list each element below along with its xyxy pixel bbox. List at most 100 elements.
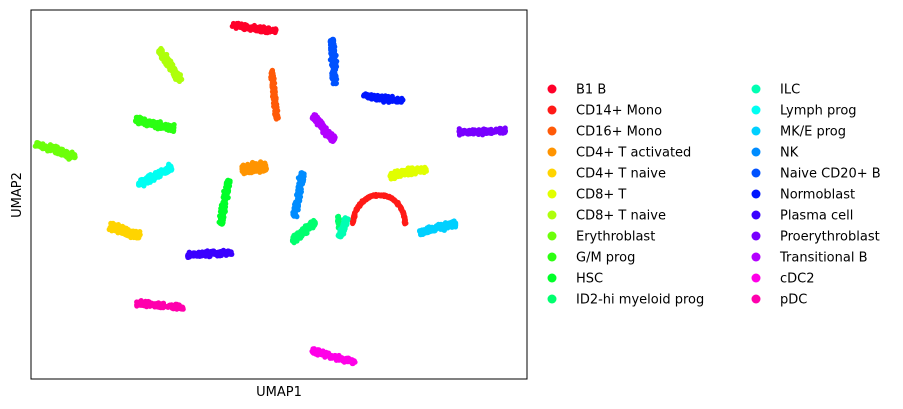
data-point (419, 228, 425, 235)
data-point (401, 211, 407, 217)
data-point (417, 169, 423, 175)
data-point (331, 134, 337, 140)
data-point (53, 148, 59, 155)
data-point (245, 164, 251, 170)
data-point (254, 161, 260, 167)
data-point (490, 129, 496, 135)
series-b1-b (229, 20, 279, 36)
data-point (304, 225, 310, 231)
data-point (342, 216, 348, 222)
series-g-m-prog (133, 114, 177, 134)
data-point (385, 93, 391, 100)
series-cd4-t-activated (239, 159, 269, 177)
legend-label: CD4+ T activated (576, 146, 691, 161)
legend-item: ID2-hi myeloid prog (547, 293, 704, 308)
data-point (221, 211, 227, 217)
legend-label: Transitional B (779, 251, 868, 266)
legend-marker (547, 252, 557, 262)
data-point (272, 28, 279, 34)
series-cdc2 (309, 346, 358, 367)
data-point (145, 176, 151, 182)
data-point (138, 179, 144, 185)
data-point (143, 301, 149, 307)
series-transitional-b (309, 112, 338, 144)
data-point (259, 162, 266, 168)
data-point (396, 171, 403, 177)
legend-label: ID2-hi myeloid prog (576, 293, 704, 308)
data-point (159, 124, 165, 130)
data-point (134, 118, 140, 125)
data-point (389, 98, 395, 104)
data-point (251, 27, 257, 33)
data-point (150, 173, 156, 179)
data-point (330, 57, 336, 63)
data-point (66, 156, 72, 162)
data-point (176, 74, 182, 80)
data-point (316, 350, 322, 356)
data-point (147, 121, 153, 127)
data-point (170, 305, 176, 312)
legend-item: Proerythroblast (751, 230, 880, 245)
data-point (120, 230, 126, 236)
legend-label: Proerythroblast (780, 230, 880, 245)
data-point (393, 199, 399, 205)
data-point (152, 119, 158, 125)
data-point (301, 173, 307, 179)
series-proerythroblast (456, 125, 508, 138)
data-point (271, 90, 277, 96)
series-cd16-mono (268, 67, 281, 122)
data-point (441, 224, 447, 230)
data-point (219, 221, 226, 227)
data-point (214, 250, 220, 256)
data-point (308, 219, 314, 225)
data-point (295, 193, 301, 199)
data-point (320, 130, 326, 136)
legend-marker (547, 189, 557, 199)
data-point (269, 28, 275, 34)
data-point (381, 99, 387, 105)
legend-marker (751, 252, 761, 262)
data-point (203, 250, 209, 257)
data-point (167, 302, 173, 308)
series-ilc (335, 215, 351, 240)
series-pdc (134, 298, 186, 312)
data-point (341, 220, 347, 226)
data-point (156, 170, 162, 176)
data-point (186, 254, 192, 260)
legend-label: Plasma cell (780, 209, 853, 224)
data-point (170, 65, 176, 71)
data-point (272, 104, 279, 110)
data-point (292, 212, 298, 219)
legend-label: Normoblast (780, 188, 855, 203)
data-point (159, 47, 165, 54)
data-point (177, 304, 183, 310)
data-point (113, 226, 119, 232)
legend-label: Erythroblast (576, 230, 655, 245)
legend-label: HSC (576, 272, 603, 287)
data-point (385, 194, 391, 200)
series-nk (290, 170, 307, 220)
data-point (112, 222, 118, 228)
legend-marker (751, 147, 761, 157)
data-point (67, 151, 73, 157)
data-point (193, 252, 199, 258)
series-cd14-mono (349, 191, 409, 227)
data-point (228, 249, 234, 255)
legend-label: cDC2 (780, 272, 815, 287)
legend-item: CD4+ T activated (547, 146, 691, 161)
data-point (233, 23, 239, 29)
data-point (210, 251, 216, 257)
legend-label: pDC (780, 293, 807, 308)
legend-item: CD16+ Mono (547, 125, 662, 140)
data-point (156, 301, 162, 307)
legend-marker (547, 231, 557, 241)
data-point (161, 55, 167, 61)
data-point (295, 230, 301, 236)
data-point (398, 206, 405, 212)
legend-item: CD8+ T (547, 188, 626, 203)
legend-marker (751, 168, 761, 178)
data-point (299, 181, 305, 187)
legend-marker (547, 147, 557, 157)
data-point (310, 346, 316, 352)
